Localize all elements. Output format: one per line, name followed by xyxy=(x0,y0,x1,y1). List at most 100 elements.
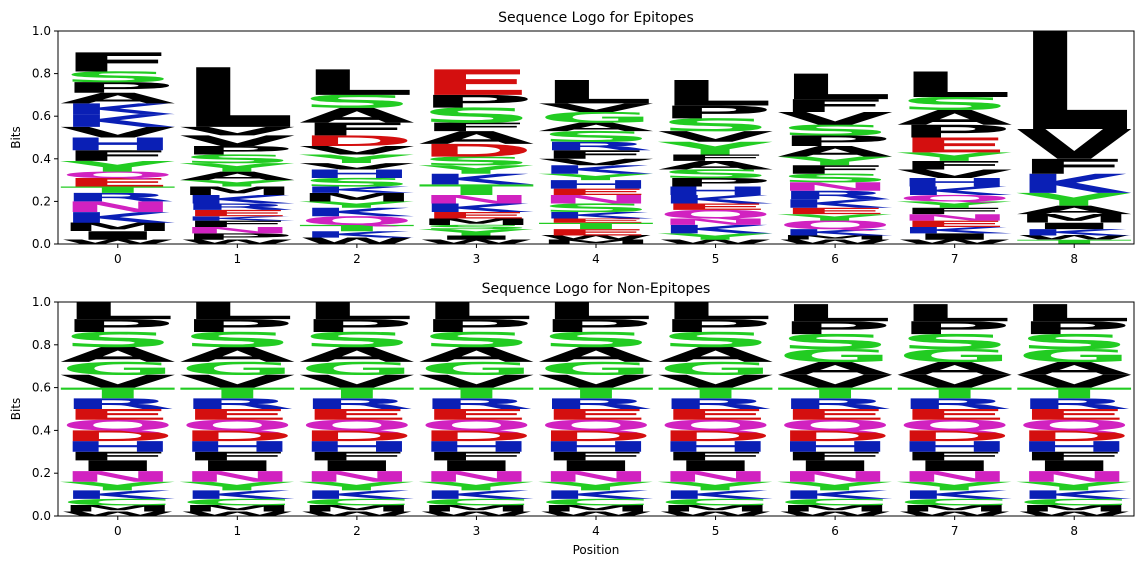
logo-letter-k: K xyxy=(658,488,774,502)
logo-letter-m: M xyxy=(299,504,415,514)
logo-letter-k: K xyxy=(60,488,176,502)
logo-letter-k: K xyxy=(180,488,296,502)
logo-letter-d: D xyxy=(419,428,535,445)
logo-letter-a: A xyxy=(897,359,1013,380)
logo-letter-k: K xyxy=(538,210,654,220)
logo-letter-s: S xyxy=(419,224,535,231)
logo-letter-h: H xyxy=(299,438,415,455)
logo-letter-h: H xyxy=(419,438,535,455)
logo-letter-n: N xyxy=(299,468,415,485)
logo-letter-k: K xyxy=(1016,169,1131,199)
y-tick-label: 1.0 xyxy=(32,295,51,309)
logo-letter-y: Y xyxy=(417,163,534,177)
logo-letter-w: W xyxy=(1016,234,1132,241)
logo-letter-y: Y xyxy=(59,479,176,493)
logo-letter-w: W xyxy=(419,511,535,518)
logo-letter-h: H xyxy=(777,438,893,455)
logo-letter-l: L xyxy=(897,300,1013,327)
logo-letter-m: M xyxy=(1016,504,1132,514)
logo-letter-t: T xyxy=(60,185,176,195)
logo-letter-q: Q xyxy=(897,193,1013,203)
logo-letter-i: I xyxy=(1016,457,1132,474)
logo-letter-s: S xyxy=(419,104,535,128)
x-tick-label: 1 xyxy=(234,252,242,266)
logo-letter-w: W xyxy=(180,511,296,518)
logo-letter-k: K xyxy=(419,201,535,215)
logo-letter-y: Y xyxy=(537,479,654,493)
logo-letter-h: H xyxy=(299,167,415,181)
logo-letters: WMCKYNIFHDQERTVGASPLWMCKYNIFHDQERTVGASPL… xyxy=(59,298,1132,518)
logo-letter-v: V xyxy=(777,371,893,392)
logo-letter-s: S xyxy=(658,328,774,352)
logo-letter-y: Y xyxy=(417,227,534,237)
logo-letter-m: M xyxy=(419,217,535,227)
logo-letter-k: K xyxy=(1016,227,1132,237)
logo-letter-e: E xyxy=(538,406,654,423)
logo-letter-f: F xyxy=(60,450,176,464)
logo-letter-h: H xyxy=(60,134,176,154)
logo-letter-v: V xyxy=(180,371,296,392)
logo-letter-h: H xyxy=(897,176,1013,190)
plot-frame xyxy=(57,30,1135,245)
logo-letter-w: W xyxy=(897,239,1013,246)
logo-letter-q: Q xyxy=(777,417,893,434)
logo-letter-s: S xyxy=(419,154,535,168)
x-tick-label: 0 xyxy=(114,524,122,538)
logo-letter-m: M xyxy=(60,220,176,234)
logo-letters: WIMKNRTEQYFHVKKAPSFWPNFKERKMYAYSPVVLWKTQ… xyxy=(59,31,1133,246)
logo-letter-q: Q xyxy=(60,170,176,180)
logo-letter-e: E xyxy=(419,406,535,423)
logo-letter-i: I xyxy=(419,457,535,474)
logo-letter-k: K xyxy=(897,184,1013,198)
logo-letter-g: G xyxy=(180,358,296,379)
logo-letter-n: N xyxy=(60,199,176,216)
logo-letter-e: E xyxy=(419,210,535,220)
logo-letter-t: T xyxy=(777,385,893,402)
logo-letter-g: G xyxy=(658,358,774,379)
logo-letter-l: L xyxy=(419,298,535,325)
logo-letter-e: E xyxy=(180,208,296,218)
logo-letter-k: K xyxy=(538,488,654,502)
x-tick-label: 7 xyxy=(951,252,959,266)
logo-letter-r: R xyxy=(419,396,535,413)
logo-letter-p: P xyxy=(180,144,296,158)
logo-letter-c: C xyxy=(180,497,296,507)
x-tick-label: 3 xyxy=(473,524,481,538)
logo-letter-f: F xyxy=(658,153,774,163)
logo-letter-l: L xyxy=(1016,300,1132,327)
logo-letter-a: A xyxy=(419,343,535,367)
logo-letter-s: S xyxy=(658,167,774,181)
logo-letter-e: E xyxy=(897,406,1013,423)
logo-letter-p: P xyxy=(897,121,1013,141)
logo-letter-v: V xyxy=(538,371,654,392)
logo-letter-h: H xyxy=(897,438,1013,455)
logo-letter-i: I xyxy=(658,457,774,474)
logo-letter-i: I xyxy=(180,457,296,474)
logo-letter-p: P xyxy=(658,102,774,122)
logo-letter-l: L xyxy=(299,298,415,325)
logo-letter-v: V xyxy=(1016,371,1132,392)
logo-letter-s: S xyxy=(299,176,415,190)
logo-letter-v: V xyxy=(897,371,1013,392)
logo-letter-c: C xyxy=(538,497,654,507)
logo-letter-k: K xyxy=(60,209,175,226)
logo-letter-q: Q xyxy=(538,417,654,434)
logo-letter-h: H xyxy=(60,438,176,455)
logo-letter-v: V xyxy=(180,133,296,150)
logo-letter-f: F xyxy=(60,148,176,165)
logo-letter-k: K xyxy=(419,171,534,188)
logo-letter-f: F xyxy=(538,148,654,162)
logo-letter-a: A xyxy=(777,359,893,380)
logo-letter-v: V xyxy=(299,161,415,171)
logo-letter-f: F xyxy=(60,47,176,78)
logo-letter-p: P xyxy=(538,316,654,336)
logo-letter-v: V xyxy=(419,371,535,392)
logo-letter-e: E xyxy=(897,219,1013,229)
logo-letter-g: G xyxy=(1016,346,1132,367)
logo-letter-s: S xyxy=(60,69,176,86)
logo-letter-q: Q xyxy=(419,417,535,434)
logo-letter-y: Y xyxy=(656,232,773,242)
logo-letter-a: A xyxy=(658,159,774,173)
logo-letter-f: F xyxy=(180,219,296,229)
logo-letter-f: F xyxy=(538,450,654,464)
